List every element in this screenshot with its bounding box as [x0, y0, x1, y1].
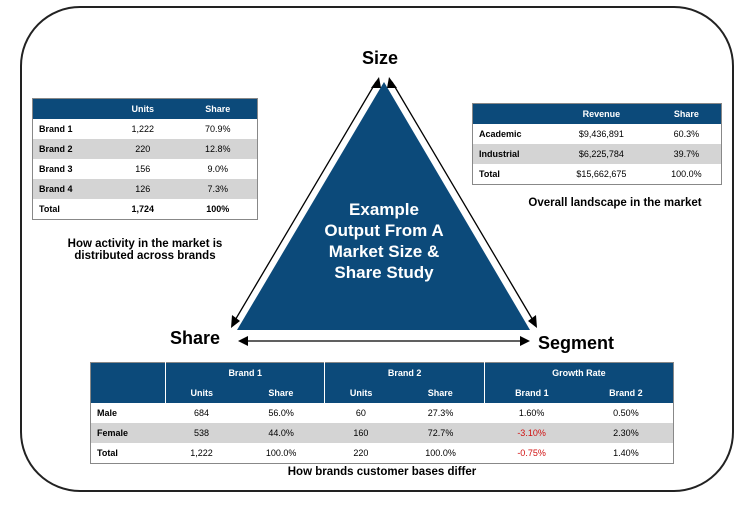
arrows: [233, 81, 535, 342]
table-row: Female 538 44.0% 160 72.7% -3.10% 2.30%: [90, 423, 674, 443]
segment-table: Brand 1 Brand 2 Growth Rate Units Share …: [90, 362, 674, 464]
arrowhead-top-left: [371, 77, 381, 88]
rounded-frame: [20, 6, 734, 492]
table-row: Total 1,222 100.0% 220 100.0% -0.75% 1.4…: [97, 448, 639, 458]
segment-caption: How brands customer bases differ: [287, 466, 477, 478]
arrowhead-top-right: [387, 77, 397, 88]
table-row: Brand 2 220 12.8%: [32, 139, 258, 159]
table-row: Total $15,662,675 100.0%: [479, 169, 702, 179]
share-label: Share: [170, 328, 221, 348]
table-row: Brand 4 126 7.3%: [32, 179, 258, 199]
table-row: Brand 3 156 9.0%: [39, 164, 229, 174]
landscape-caption: Overall landscape in the market: [528, 197, 702, 209]
landscape-table: Revenue Share Academic $9,436,891 60.3% …: [472, 103, 722, 185]
center-text-2: Output From A: [324, 221, 443, 240]
brands-table: Units Share Brand 1 1,222 70.9% Brand 2 …: [32, 98, 258, 220]
segment-label: Segment: [538, 333, 615, 353]
arrowhead-bottom-arrow-left: [238, 336, 248, 346]
left-arrow-line: [233, 81, 377, 323]
right-arrow-line: [391, 81, 535, 323]
header-cell: Share: [178, 98, 258, 119]
arrowhead-bottom-arrow-right: [520, 336, 530, 346]
arrowhead-bottom-right: [528, 315, 537, 328]
center-text-4: Share Study: [334, 263, 434, 282]
center-text-3: Market Size &: [329, 242, 440, 261]
brands-caption: How activity in the market is distribute…: [67, 238, 223, 262]
table-row: Male 684 56.0% 60 27.3% 1.60% 0.50%: [97, 408, 639, 418]
size-label: Size: [362, 48, 399, 68]
table-row: Total 1,724 100%: [39, 204, 230, 214]
table-row: Industrial $6,225,784 39.7%: [472, 144, 722, 164]
arrowheads: [231, 77, 537, 346]
center-text-1: Example: [349, 200, 419, 219]
header-cell: [32, 98, 107, 119]
center-triangle: [237, 82, 530, 330]
arrowhead-bottom-left: [231, 315, 240, 328]
table-row: Brand 1 1,222 70.9%: [39, 124, 231, 134]
header-cell: Units: [107, 98, 179, 119]
table-row: Academic $9,436,891 60.3%: [479, 129, 700, 139]
